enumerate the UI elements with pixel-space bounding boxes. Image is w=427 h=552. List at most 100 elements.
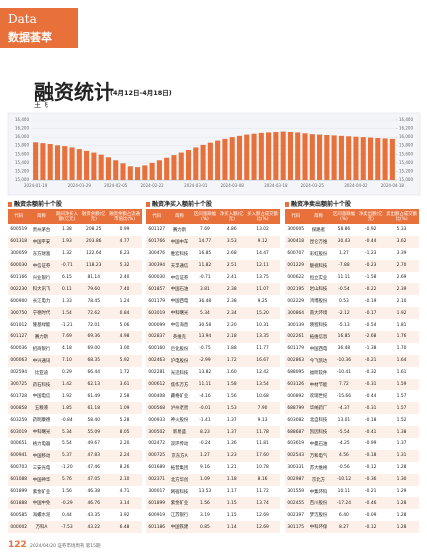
chart-frame — [7, 112, 421, 196]
table-cell: 1.57 — [384, 402, 419, 415]
table-cell: 000099 — [148, 322, 166, 328]
table-cell: 4.86 — [226, 227, 237, 233]
page-number: 122 — [8, 540, 27, 550]
bar — [258, 132, 264, 180]
table-cell: 欢瑞世纪 — [309, 394, 328, 400]
section-badge: Data 数据荟萃 — [0, 8, 78, 48]
table-cell: -0.31 — [357, 378, 385, 391]
y2-tick-label: 15,600 — [399, 151, 413, 156]
table-cell: 62.13 — [80, 378, 108, 391]
table-cell: 2.69 — [396, 275, 407, 280]
bar — [273, 132, 279, 180]
table-row: 000725 京东方A 1.27 1.23 17.60 — [146, 449, 280, 462]
table-row: 300476 胜宏科技 16.85 2.68 14.47 — [146, 248, 280, 260]
table-cell: 122.64 — [86, 251, 102, 257]
table-row: 000933 神火股份 -1.41 1.37 9.13 — [146, 414, 280, 426]
bar — [389, 138, 395, 180]
table-cell: -2.12 — [330, 307, 358, 320]
table-cell: 2.24 — [107, 449, 142, 462]
table-cell: 002195 — [285, 283, 307, 296]
table-cell: 中国中免 — [29, 497, 54, 510]
table-cell: 1.09 — [107, 402, 142, 415]
table-cell: 江苏银行 — [170, 513, 189, 519]
table-row: 002397 梦洁股份 6.40 -0.09 1.28 — [285, 509, 419, 521]
table-cell: 海螺水泥 — [32, 513, 51, 519]
table-cell: 5.34 — [53, 426, 81, 439]
table-cell: 43.35 — [87, 512, 101, 518]
table-cell: 603019 — [8, 426, 30, 439]
table-cell: 603019 — [146, 307, 168, 320]
table-cell: 72.01 — [87, 322, 101, 328]
bar — [62, 146, 68, 180]
bar — [40, 143, 46, 180]
bar — [346, 136, 352, 180]
table-cell: 1.42 — [53, 378, 81, 391]
table-cell: 3.19 — [200, 512, 210, 518]
table-cell: 16.85 — [198, 251, 212, 257]
table-cell: 贵州茅台 — [32, 227, 51, 233]
bar — [76, 149, 82, 180]
bar — [33, 142, 39, 180]
table-cell: 1.29 — [396, 489, 407, 495]
table-cell: 688687 — [285, 426, 307, 439]
table-cell: 30.43 — [330, 235, 358, 248]
table-cell: 36.48 — [198, 298, 212, 304]
bar — [98, 154, 104, 180]
table-row: 000099 中信海直 30.58 2.20 10.31 — [146, 319, 280, 331]
column-header: 简称 — [167, 209, 192, 224]
section-cn: 数据荟萃 — [8, 31, 52, 44]
table-cell: 49.67 — [87, 441, 101, 447]
table-cell: 10.31 — [256, 322, 269, 328]
table-cell: -7.88 — [330, 259, 358, 272]
table-row: 002195 岩山科技 -0.54 -0.22 2.39 — [285, 283, 419, 296]
table-row: 603259 药明康德 -0.84 58.40 5.28 — [8, 414, 142, 426]
x-tick-label: 2024-02-05 — [104, 183, 128, 188]
bar — [309, 134, 315, 180]
table-cell: 6.15 — [62, 275, 72, 280]
table-cell: 1.36 — [226, 441, 237, 447]
table-cell: 1.38 — [384, 426, 419, 439]
table-cell: 11.11 — [191, 378, 219, 391]
table-row: 002261 拓维信息 16.85 -2.68 1.76 — [285, 331, 419, 343]
table-cell: 拓维信息 — [306, 331, 331, 343]
table-cell: 1.72 — [119, 370, 130, 376]
table-cell: 1.56 — [226, 393, 237, 399]
table-cell: 300394 — [146, 259, 168, 272]
table-cell: 11.82 — [191, 259, 219, 272]
bar — [200, 144, 206, 180]
bar — [302, 133, 308, 180]
bar — [295, 132, 301, 180]
table-row: 300418 昆仑万维 30.43 -0.44 3.62 — [285, 235, 419, 248]
table-cell: -1.21 — [61, 322, 73, 328]
table-cell: 长江电力 — [32, 299, 51, 305]
bar — [185, 150, 192, 180]
table-cell: -0.21 — [357, 354, 385, 367]
table-row: 601012 隆基绿能 -1.21 72.01 5.06 — [8, 319, 142, 331]
table-row: 600941 中国移动 5.37 47.83 2.24 — [8, 449, 142, 462]
table-cell: 1.31 — [384, 449, 419, 462]
table-cell: -1.41 — [199, 417, 211, 423]
table-cell: 焦作万方 — [167, 378, 192, 391]
table-cell: 光迅科技 — [170, 370, 189, 376]
table-cell: 69.36 — [80, 331, 108, 343]
table-cell: 赛力斯 — [29, 331, 54, 343]
table-cell: 13.35 — [245, 331, 280, 343]
table-cell: 600941 — [8, 449, 30, 462]
table-cell: 68.35 — [80, 354, 108, 367]
column-header: 融资余额占流通市值比(%) — [107, 209, 142, 224]
table-cell: 兴业银行 — [32, 275, 51, 281]
table-cell: 17.60 — [245, 449, 280, 462]
table-cell: 药石科技 — [29, 378, 54, 391]
section-en: Data — [8, 12, 37, 26]
table-cell: 601888 — [8, 497, 30, 510]
table-cell: 12.69 — [256, 512, 269, 518]
table-cell: -7.53 — [53, 521, 81, 534]
table-cell: 8.27 — [330, 521, 358, 534]
table-cell: 胜宏科技 — [170, 251, 189, 257]
table-cell: 600707 — [287, 251, 305, 257]
table-row: 600160 巨化股份 -0.75 1.88 11.77 — [146, 343, 280, 355]
bar — [236, 135, 243, 180]
table-cell: 比亚迪 — [34, 370, 49, 376]
bar — [69, 147, 75, 180]
table-row: 600900 长江电力 1.33 78.45 1.24 — [8, 295, 142, 307]
